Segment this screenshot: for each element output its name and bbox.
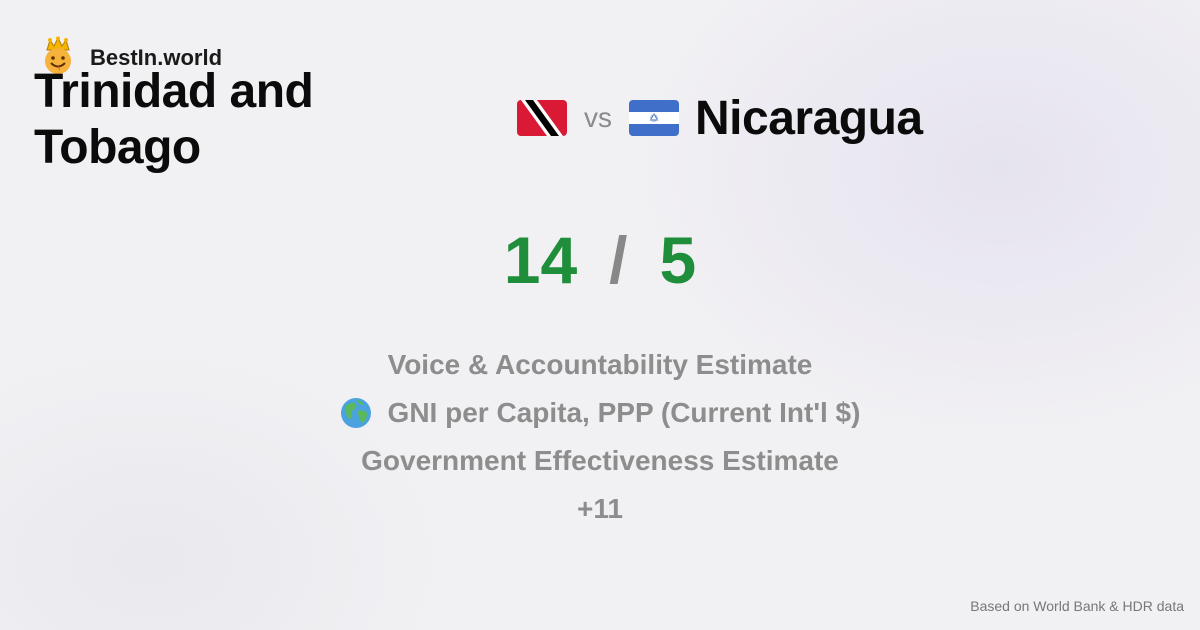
right-country-name: Nicaragua (695, 91, 923, 145)
metric-item: GNI per Capita, PPP (Current Int'l $) (0, 389, 1200, 437)
comparison-header: vs Nicaragua (517, 90, 923, 146)
more-metrics-count: +11 (0, 485, 1200, 533)
score-display: 14 / 5 (0, 222, 1200, 298)
vs-label: vs (584, 102, 612, 133)
score-separator: / (609, 223, 628, 297)
metric-label: +11 (577, 493, 623, 524)
trinidad-tobago-flag-icon (517, 100, 567, 136)
right-score: 5 (659, 223, 697, 297)
nicaragua-flag-icon (629, 100, 679, 136)
brand-logo: BestIn.world (38, 36, 222, 76)
globe-icon (340, 398, 371, 428)
metric-label: Government Effectiveness Estimate (361, 445, 839, 476)
metrics-list: Voice & Accountability Estimate GNI per … (0, 341, 1200, 533)
metric-item: Government Effectiveness Estimate (0, 437, 1200, 485)
metric-label: Voice & Accountability Estimate (387, 349, 813, 380)
crown-face-icon (45, 36, 71, 74)
metric-label: GNI per Capita, PPP (Current Int'l $) (387, 397, 861, 428)
metric-item: Voice & Accountability Estimate (0, 341, 1200, 389)
brand-name: BestIn.world (90, 45, 223, 70)
left-country-name: Trinidad and Tobago (34, 65, 314, 174)
left-score: 14 (503, 223, 578, 297)
data-source-note: Based on World Bank & HDR data (970, 598, 1184, 614)
